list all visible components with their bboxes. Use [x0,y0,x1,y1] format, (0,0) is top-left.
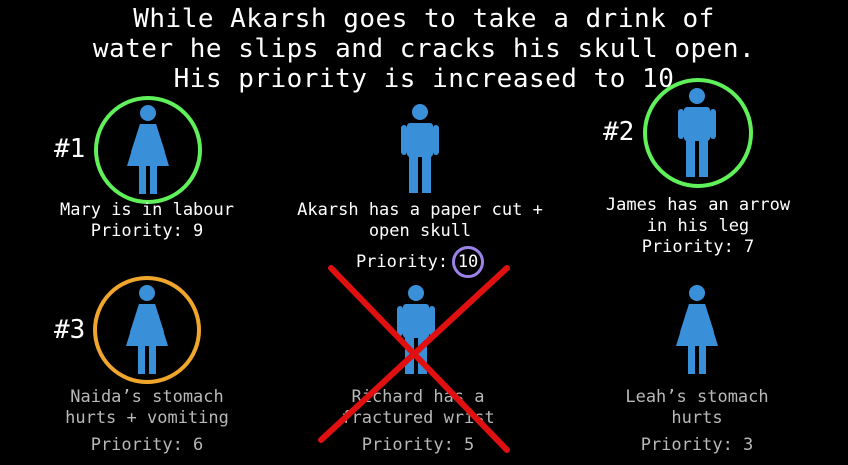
patient-caption-5: Richard has a fractured wrist Priority: … [298,387,538,456]
female-figure-icon [127,105,169,194]
caption-priority: Priority: 9 [90,221,204,241]
male-figure-icon [401,104,439,193]
caption-priority: Priority: 5 [361,435,475,455]
caption-priority: Priority: 7 [641,237,755,257]
patient-caption-6: Leah’s stomach hurts Priority: 3 [577,387,817,456]
caption-priority: Priority: 6 [90,435,204,455]
caption-description: Richard has a [351,387,485,407]
caption-description: Akarsh has a paper cut + [297,200,543,220]
caption-description: Naida’s stomach [70,387,224,407]
caption-description-2: hurts + vomiting [65,408,229,428]
caption-description-2: fractured wrist [341,408,495,428]
priority-ring-2 [643,78,753,188]
caption-description-2: in his leg [646,216,750,236]
caption-priority-label: Priority: [355,252,449,272]
rank-label-1: #1 [54,134,86,164]
priority-ring-3 [93,276,201,384]
patient-caption-3: James has an arrow in his leg Priority: … [578,195,818,258]
patient-caption-4: Naida’s stomach hurts + vomiting Priorit… [37,387,257,456]
caption-priority: Priority: 3 [640,435,754,455]
male-figure-icon [397,285,435,374]
caption-description-2: open skull [368,221,472,241]
slide-title: While Akarsh goes to take a drink of wat… [0,4,848,94]
title-line-1: While Akarsh goes to take a drink of [133,4,715,34]
female-figure-icon [676,285,718,374]
caption-description: Mary is in labour [60,200,234,220]
rank-label-2: #2 [603,117,635,147]
caption-description-2: hurts [671,408,723,428]
patient-caption-2: Akarsh has a paper cut + open skull Prio… [270,200,570,278]
female-figure-icon [126,285,168,374]
title-line-2: water he slips and cracks his skull open… [92,34,756,64]
rank-label-3: #3 [54,315,86,345]
priority-ring-1 [94,96,202,204]
priority-value-circle: 10 [452,246,485,278]
male-figure-icon [678,88,716,177]
title-line-3: His priority is increased to 10 [173,64,675,94]
patient-caption-1: Mary is in labour Priority: 9 [37,200,257,242]
caption-description: James has an arrow [605,195,791,215]
caption-description: Leah’s stomach [625,387,769,407]
